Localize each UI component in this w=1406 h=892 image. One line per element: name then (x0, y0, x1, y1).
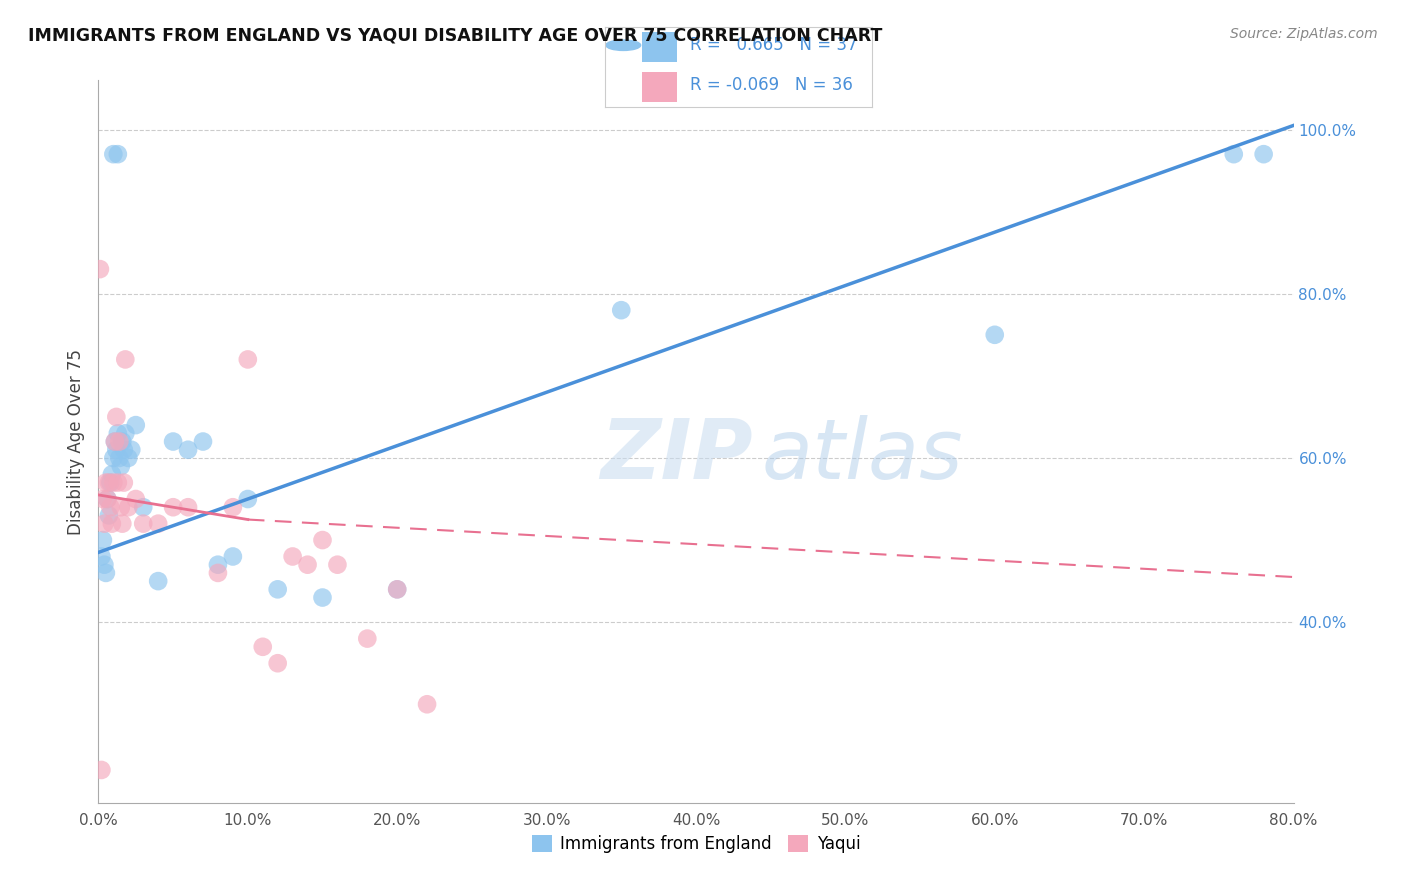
Point (103, 147, 125, 161)
Point (94, 566, 117, 580)
Point (252, 640, 274, 654)
Point (93, 516, 115, 531)
Point (108, 450, 131, 465)
Point (236, 491, 259, 506)
Point (222, 500, 245, 515)
Point (984, 327, 1007, 342)
Point (114, 352, 136, 367)
Point (120, 442, 142, 457)
Point (267, 582, 290, 597)
Text: atlas: atlas (762, 416, 963, 497)
Circle shape (606, 40, 641, 51)
Point (610, 303, 633, 318)
Point (267, 657, 290, 671)
Point (162, 500, 184, 515)
Point (105, 409, 128, 424)
Point (191, 434, 214, 449)
Text: R =   0.665   N = 37: R = 0.665 N = 37 (690, 37, 858, 54)
Point (93, 558, 115, 572)
Point (103, 450, 125, 465)
Point (385, 582, 409, 597)
Point (162, 434, 184, 449)
Text: Source: ZipAtlas.com: Source: ZipAtlas.com (1230, 27, 1378, 41)
Point (117, 500, 139, 515)
Point (114, 426, 136, 441)
Point (326, 558, 349, 572)
Point (90, 763, 112, 777)
Point (101, 467, 124, 482)
Point (107, 475, 129, 490)
Point (107, 147, 129, 161)
Point (101, 516, 124, 531)
Point (132, 500, 155, 515)
Point (108, 434, 131, 449)
Point (177, 442, 200, 457)
Point (207, 566, 229, 580)
Point (96, 491, 118, 506)
Point (91, 533, 114, 547)
Point (297, 558, 319, 572)
Point (89, 262, 111, 277)
Point (104, 434, 127, 449)
Point (104, 434, 127, 449)
FancyBboxPatch shape (643, 71, 676, 103)
Point (148, 574, 170, 588)
Text: IMMIGRANTS FROM ENGLAND VS YAQUI DISABILITY AGE OVER 75 CORRELATION CHART: IMMIGRANTS FROM ENGLAND VS YAQUI DISABIL… (28, 27, 883, 45)
Point (125, 491, 148, 506)
Point (416, 698, 439, 712)
Text: R = -0.069   N = 36: R = -0.069 N = 36 (690, 77, 853, 95)
FancyBboxPatch shape (643, 31, 676, 62)
Point (148, 516, 170, 531)
Point (110, 500, 132, 515)
Point (96, 491, 118, 506)
Point (110, 459, 132, 474)
Point (91, 491, 114, 506)
Point (112, 442, 135, 457)
Point (97, 475, 120, 490)
Point (356, 632, 378, 646)
Point (207, 558, 229, 572)
Point (311, 533, 333, 547)
Legend: Immigrants from England, Yaqui: Immigrants from England, Yaqui (524, 828, 868, 860)
Point (112, 475, 135, 490)
Point (90, 549, 112, 564)
Point (98, 475, 122, 490)
Point (222, 549, 245, 564)
Text: ZIP: ZIP (600, 416, 754, 497)
Point (105, 442, 128, 457)
Point (111, 516, 134, 531)
Point (103, 475, 125, 490)
Point (111, 434, 134, 449)
Point (236, 352, 259, 367)
Point (117, 450, 139, 465)
Point (1253, 147, 1275, 161)
Point (177, 500, 200, 515)
Point (125, 418, 148, 433)
Point (98, 500, 122, 515)
Point (97, 508, 120, 523)
Point (281, 549, 304, 564)
Point (1223, 147, 1246, 161)
Point (94, 475, 117, 490)
Point (385, 582, 409, 597)
Y-axis label: Disability Age Over 75: Disability Age Over 75 (66, 349, 84, 534)
Point (107, 426, 129, 441)
Point (311, 591, 333, 605)
Point (132, 516, 155, 531)
